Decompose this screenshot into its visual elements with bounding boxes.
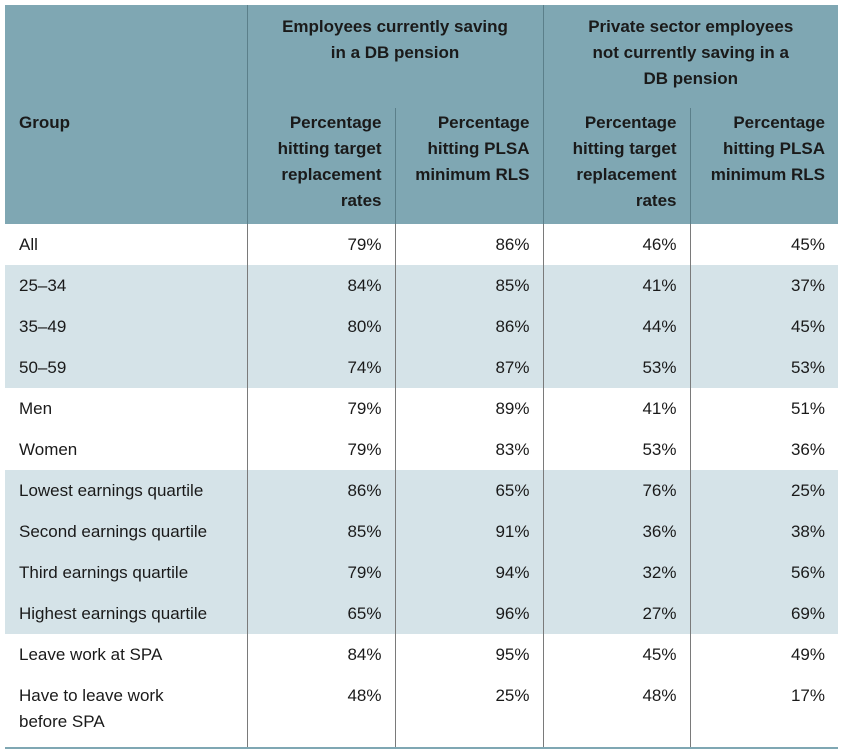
- cell-value: 69%: [689, 593, 838, 634]
- cell-value: 45%: [542, 634, 690, 675]
- cell-value: 94%: [394, 552, 543, 593]
- cell-value: 56%: [689, 552, 838, 593]
- cell-value: 95%: [394, 634, 543, 675]
- cell-value: 25%: [394, 675, 543, 749]
- header-target-1: Percentage hitting target replacement ra…: [246, 108, 395, 224]
- cell-value: 91%: [394, 511, 543, 552]
- cell-value: 27%: [542, 593, 690, 634]
- table-row: All 79% 86% 46% 45%: [5, 224, 838, 265]
- header-group-col: Group: [5, 108, 247, 224]
- cell-value: 65%: [394, 470, 543, 511]
- cell-value: 48%: [246, 675, 395, 749]
- header-target-2-text: Percentage hitting target replacement ra…: [572, 113, 677, 210]
- cell-value: 45%: [689, 306, 838, 347]
- cell-value: 46%: [542, 224, 690, 265]
- table-row: Leave work at SPA 84% 95% 45% 49%: [5, 634, 838, 675]
- cell-value: 41%: [542, 388, 690, 429]
- cell-value: 41%: [542, 265, 690, 306]
- row-label: Lowest earnings quartile: [5, 470, 247, 511]
- cell-value: 37%: [689, 265, 838, 306]
- cell-value: 53%: [542, 429, 690, 470]
- row-label: Third earnings quartile: [5, 552, 247, 593]
- header-group-db: Employees currently saving in a DB pensi…: [246, 5, 543, 108]
- cell-value: 65%: [246, 593, 395, 634]
- cell-value: 86%: [246, 470, 395, 511]
- row-label: 35–49: [5, 306, 247, 347]
- cell-value: 79%: [246, 429, 395, 470]
- cell-value: 32%: [542, 552, 690, 593]
- header-plsa-2: Percentage hitting PLSA minimum RLS: [689, 108, 838, 224]
- table-row: 35–49 80% 86% 44% 45%: [5, 306, 838, 347]
- header-plsa-2-text: Percentage hitting PLSA minimum RLS: [710, 113, 825, 184]
- cell-value: 79%: [246, 224, 395, 265]
- row-label: All: [5, 224, 247, 265]
- cell-value: 49%: [689, 634, 838, 675]
- row-label: Women: [5, 429, 247, 470]
- cell-value: 17%: [689, 675, 838, 749]
- table-row: Highest earnings quartile 65% 96% 27% 69…: [5, 593, 838, 634]
- table-row: Have to leave work before SPA 48% 25% 48…: [5, 675, 838, 749]
- table-row: Women 79% 83% 53% 36%: [5, 429, 838, 470]
- header-group-db-text: Employees currently saving in a DB pensi…: [282, 17, 508, 62]
- pension-table: Employees currently saving in a DB pensi…: [5, 5, 838, 749]
- cell-value: 84%: [246, 634, 395, 675]
- cell-value: 80%: [246, 306, 395, 347]
- header-plsa-1: Percentage hitting PLSA minimum RLS: [394, 108, 543, 224]
- cell-value: 85%: [394, 265, 543, 306]
- cell-value: 86%: [394, 306, 543, 347]
- cell-value: 44%: [542, 306, 690, 347]
- row-label: Highest earnings quartile: [5, 593, 247, 634]
- header-corner: [5, 5, 247, 108]
- table-row: 25–34 84% 85% 41% 37%: [5, 265, 838, 306]
- cell-value: 85%: [246, 511, 395, 552]
- header-plsa-1-text: Percentage hitting PLSA minimum RLS: [415, 113, 530, 184]
- cell-value: 53%: [542, 347, 690, 388]
- table-row: Third earnings quartile 79% 94% 32% 56%: [5, 552, 838, 593]
- header-target-1-text: Percentage hitting target replacement ra…: [277, 113, 382, 210]
- cell-value: 83%: [394, 429, 543, 470]
- table-row: Men 79% 89% 41% 51%: [5, 388, 838, 429]
- cell-value: 48%: [542, 675, 690, 749]
- cell-value: 51%: [689, 388, 838, 429]
- row-label: Leave work at SPA: [5, 634, 247, 675]
- cell-value: 36%: [542, 511, 690, 552]
- row-label: 25–34: [5, 265, 247, 306]
- row-label: Have to leave work before SPA: [5, 675, 247, 749]
- table-row: Lowest earnings quartile 86% 65% 76% 25%: [5, 470, 838, 511]
- cell-value: 53%: [689, 347, 838, 388]
- cell-value: 87%: [394, 347, 543, 388]
- cell-value: 38%: [689, 511, 838, 552]
- header-group-private: Private sector employees not currently s…: [542, 5, 838, 108]
- row-label: 50–59: [5, 347, 247, 388]
- cell-value: 79%: [246, 388, 395, 429]
- row-label: Men: [5, 388, 247, 429]
- cell-value: 25%: [689, 470, 838, 511]
- cell-value: 84%: [246, 265, 395, 306]
- cell-value: 96%: [394, 593, 543, 634]
- row-label: Second earnings quartile: [5, 511, 247, 552]
- cell-value: 86%: [394, 224, 543, 265]
- cell-value: 74%: [246, 347, 395, 388]
- header-group-private-text: Private sector employees not currently s…: [588, 17, 794, 88]
- cell-value: 45%: [689, 224, 838, 265]
- cell-value: 89%: [394, 388, 543, 429]
- cell-value: 79%: [246, 552, 395, 593]
- cell-value: 36%: [689, 429, 838, 470]
- header-target-2: Percentage hitting target replacement ra…: [542, 108, 690, 224]
- table-row: Second earnings quartile 85% 91% 36% 38%: [5, 511, 838, 552]
- cell-value: 76%: [542, 470, 690, 511]
- table-row: 50–59 74% 87% 53% 53%: [5, 347, 838, 388]
